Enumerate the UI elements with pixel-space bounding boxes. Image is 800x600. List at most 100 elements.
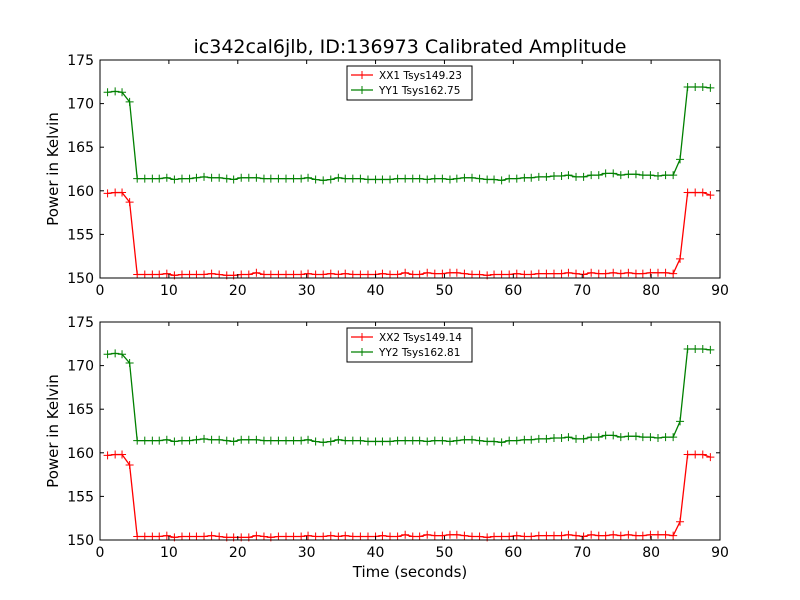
data-point [564, 171, 573, 180]
data-point [520, 173, 529, 182]
data-point [698, 450, 707, 459]
data-point [661, 268, 670, 277]
data-point [616, 531, 625, 540]
data-point [341, 531, 350, 540]
data-point [356, 270, 365, 279]
data-point [415, 174, 424, 183]
data-point [415, 532, 424, 541]
data-point [557, 171, 566, 180]
y-axis-label: Power in Kelvin [44, 374, 62, 488]
x-tick-label: 30 [298, 283, 316, 299]
data-point [200, 270, 209, 279]
data-point [252, 435, 261, 444]
data-point [386, 532, 395, 541]
plot-panel-2: 0 10 20 30 40 50 60 70 80 90 150 155 160 165 170 175 Pow… [44, 315, 729, 561]
data-point [363, 270, 372, 279]
data-point [438, 531, 447, 540]
data-point [244, 173, 253, 182]
x-tick-label: 50 [436, 283, 454, 299]
data-point [289, 532, 298, 541]
data-point [252, 531, 261, 540]
data-point [683, 83, 692, 92]
series-line-2-2 [107, 348, 711, 443]
data-point [527, 435, 536, 444]
data-point [557, 433, 566, 442]
data-point [468, 532, 476, 541]
data-point [229, 437, 238, 446]
data-point [557, 269, 566, 278]
data-point [616, 269, 625, 278]
data-point [430, 269, 439, 278]
data-point [140, 270, 149, 279]
data-point [341, 174, 350, 183]
data-point [468, 173, 476, 182]
x-axis-label: Time (seconds) [352, 563, 468, 581]
data-point [594, 171, 603, 180]
legend-box [346, 65, 473, 101]
data-point [140, 532, 149, 541]
data-point [401, 530, 410, 539]
data-point [646, 433, 655, 442]
data-point [103, 189, 112, 198]
x-tick-label: 20 [229, 545, 247, 561]
data-point [304, 531, 313, 540]
data-point [289, 174, 298, 183]
data-point [274, 436, 283, 445]
data-point [162, 435, 171, 444]
data-point [334, 435, 343, 444]
data-point [587, 530, 596, 539]
legend: XX1 Tsys149.23 YY1 Tsys162.75 [346, 65, 473, 101]
data-point [490, 270, 499, 279]
data-point [297, 270, 306, 279]
data-point [304, 173, 313, 182]
data-point [691, 188, 700, 197]
x-tick-label: 40 [367, 545, 385, 561]
data-point [601, 431, 610, 440]
x-tick-label: 0 [96, 545, 105, 561]
data-point [460, 269, 469, 278]
figure-title: ic342cal6jlb, ID:136973 Calibrated Ampli… [194, 36, 627, 58]
data-point [371, 437, 380, 446]
data-point [683, 345, 692, 354]
data-point [155, 174, 164, 183]
data-point [386, 437, 395, 446]
data-point [676, 254, 685, 263]
data-point [669, 269, 678, 278]
data-point [587, 171, 596, 180]
data-point [669, 171, 678, 180]
data-point [512, 436, 521, 445]
axes-frame [99, 321, 721, 541]
data-point [393, 436, 402, 445]
data-point [438, 174, 447, 183]
data-point [259, 270, 268, 279]
data-point [646, 268, 655, 277]
data-point [393, 532, 402, 541]
data-point [356, 532, 365, 541]
data-point [624, 268, 633, 277]
data-point [616, 433, 625, 442]
data-point [542, 434, 551, 443]
data-point [408, 270, 417, 279]
data-point [497, 270, 506, 279]
data-point [706, 453, 715, 462]
data-point [401, 174, 410, 183]
data-point [289, 436, 298, 445]
data-point [148, 532, 157, 541]
data-point [207, 173, 216, 182]
axes-frame [99, 59, 721, 279]
data-point [341, 269, 350, 278]
data-point [534, 172, 543, 181]
data-point [542, 172, 551, 181]
data-point [452, 174, 461, 183]
data-point [304, 435, 313, 444]
data-point [274, 174, 283, 183]
x-tick-label: 40 [367, 283, 385, 299]
data-point [475, 174, 484, 183]
x-tick-label: 0 [96, 283, 105, 299]
data-point [334, 532, 343, 541]
data-point [572, 531, 581, 540]
data-point [452, 436, 461, 445]
data-point [155, 532, 164, 541]
data-point [706, 345, 715, 354]
data-point [111, 87, 120, 96]
